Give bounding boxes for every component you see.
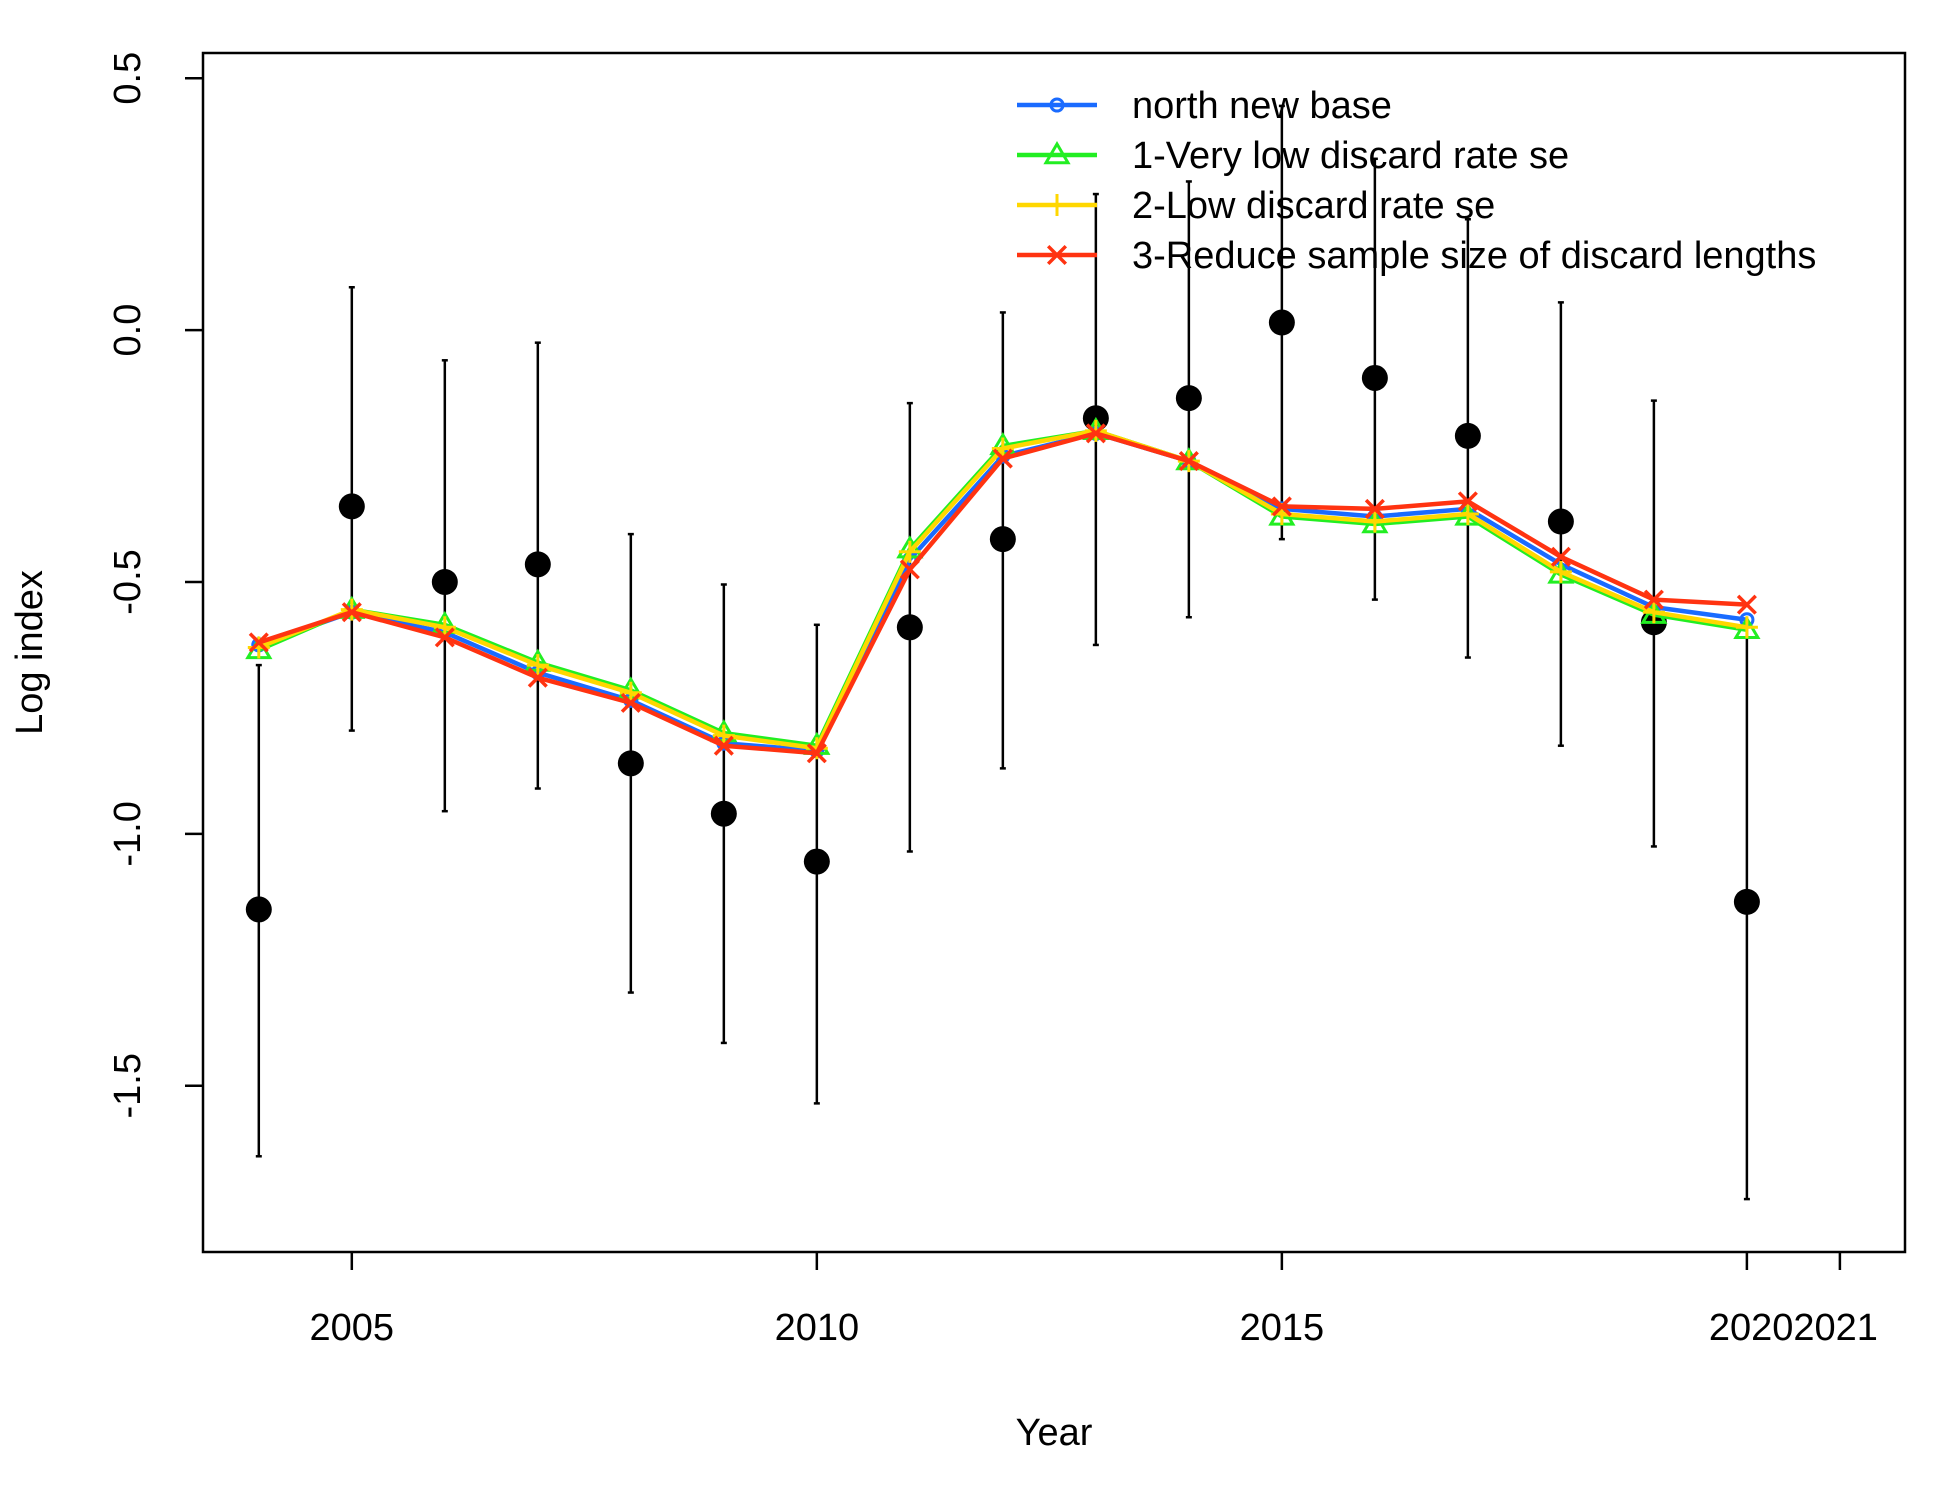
series-marker-circle [1049,97,1065,113]
series-marker-x [1550,546,1571,567]
series-marker-plus [433,616,456,639]
legend: north new base 1-Very low discard rate se… [1017,85,1816,277]
legend-entry: 2-Low discard rate se [1017,185,1495,227]
observed-point [431,568,458,595]
series-marker-x [713,735,734,756]
series-marker-plus [1084,419,1107,442]
observed-point [989,526,1016,553]
series-marker-plus [991,437,1014,460]
observed-point [1547,508,1574,535]
y-tick-label: -0.5 [107,549,149,614]
series-x [248,423,1757,764]
series-marker-plus [898,540,921,563]
observed-point [896,614,923,641]
legend-label: north new base [1132,85,1392,127]
y-axis: -1.5 -1.0 -0.5 0.0 0.5 [107,52,203,1118]
series-marker-x [434,627,455,648]
x-tick-label: 2005 [310,1307,395,1349]
y-tick-label: 0.5 [107,52,149,105]
series-marker-plus [1046,194,1068,216]
observed-point [803,848,830,875]
series-marker-x [248,632,269,653]
series-marker-x [899,559,920,580]
series-marker-plus [1456,502,1479,525]
series-lines [245,416,1761,764]
series-marker-x [1178,451,1199,472]
series-marker-x [1736,594,1757,615]
legend-entry: 1-Very low discard rate se [1017,135,1569,177]
y-axis-title: Log index [9,570,51,735]
x-tick-label: 2020 [1709,1307,1794,1349]
observed-point [1454,422,1481,449]
x-axis-title: Year [1016,1412,1093,1454]
legend-entry: north new base [1017,85,1392,127]
series-marker-x [341,602,362,623]
observed-point [617,750,644,777]
series-marker-x [1364,498,1385,519]
series-marker-plus [1735,616,1758,639]
series-marker-x [1085,423,1106,444]
y-tick-label: -1.0 [107,801,149,866]
series-marker-plus [1642,601,1665,624]
legend-label: 3-Reduce sample size of discard lengths [1132,235,1816,277]
series-marker-x [1271,496,1292,517]
series-marker-plus [1549,560,1572,583]
series-marker-plus [619,681,642,704]
legend-label: 1-Very low discard rate se [1132,135,1569,177]
x-tick-label: 2010 [775,1307,860,1349]
legend-entry: 3-Reduce sample size of discard lengths [1017,235,1816,277]
x-tick-label: 2021 [1793,1307,1878,1349]
series-marker-x [620,692,641,713]
series-marker-plus [1363,510,1386,533]
observed-point [245,896,272,923]
series-marker-x [527,667,548,688]
x-axis: 2005 2010 2015 2020 2021 [310,1252,1878,1349]
x-tick-label: 2015 [1240,1307,1325,1349]
observed-point [710,800,737,827]
series-marker-plus [526,654,549,677]
series-marker-x [992,448,1013,469]
series-marker-plus [712,724,735,747]
y-tick-label: 0.0 [107,304,149,357]
y-tick-label: -1.5 [107,1053,149,1118]
observed-point [1361,364,1388,391]
observed-point [338,493,365,520]
series-marker-x [806,743,827,764]
series-marker-plus [340,598,363,621]
series-marker-x [1643,589,1664,610]
legend-label: 2-Low discard rate se [1132,185,1495,227]
series-marker-triangle [1043,141,1071,165]
plot-frame [201,51,1907,1254]
observed-point [1175,385,1202,412]
observed-point [524,551,551,578]
observed-point [1268,309,1295,336]
observed-point [1733,888,1760,915]
series-marker-x [1046,244,1068,266]
series-marker-x [1457,491,1478,512]
